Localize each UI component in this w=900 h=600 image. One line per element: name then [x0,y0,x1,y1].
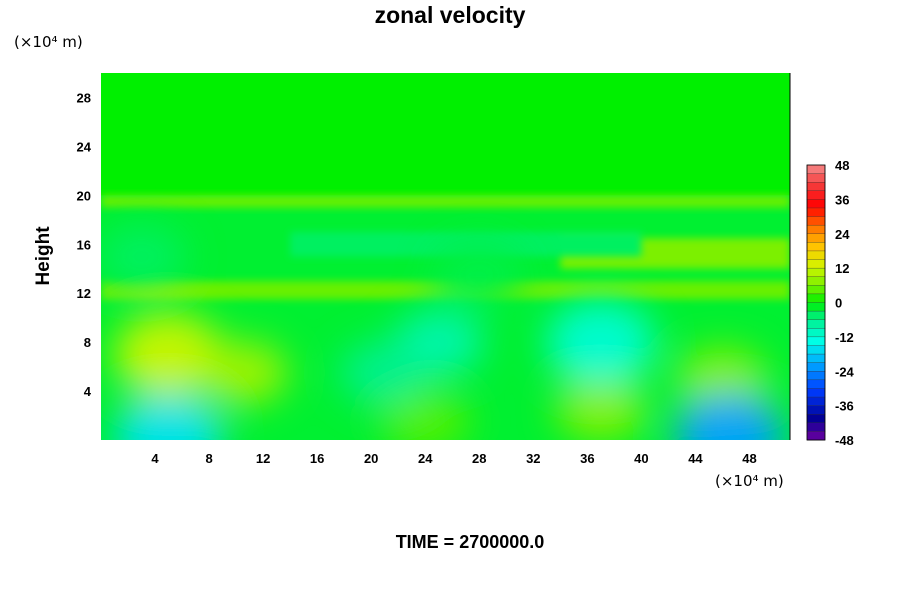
colorbar-segment [806,173,826,183]
heatmap-feature [674,394,785,440]
x-tick-label: 48 [742,451,756,466]
colorbar-segment [806,319,826,329]
colorbar-segment [806,396,826,407]
y-tick-label: 4 [84,384,92,399]
colorbar-segment [806,414,826,424]
colorbar-segment [806,182,826,192]
x-tick-label: 4 [151,451,159,466]
colorbar-segment [806,379,826,389]
colorbar-segment [806,259,826,269]
colorbar-tick-label: -24 [835,364,855,379]
colorbar-tick-label: -12 [835,330,854,345]
colorbar-segment [806,276,826,286]
x-tick-label: 8 [205,451,212,466]
x-tick-label: 16 [310,451,324,466]
heatmap-field [101,73,790,440]
colorbar-tick-label: -48 [835,433,854,448]
heatmap-feature [339,340,430,405]
heatmap-feature [545,300,656,385]
colorbar-segment [806,285,826,295]
colorbar-segment [806,405,826,415]
y-tick-label: 28 [77,90,91,105]
colorbar-frame [806,164,826,441]
colorbar-segment [806,431,826,441]
heatmap-band [101,195,790,208]
colorbar-segment [806,242,826,252]
x-tick-label: 40 [634,451,648,466]
heatmap-feature [113,394,224,440]
heatmap-feature [434,242,525,307]
chart-title: zonal velocity [374,2,526,28]
colorbar-segment [806,190,826,200]
x-tick-label: 44 [688,451,703,466]
heatmap-feature [113,312,224,397]
x-axis-unit-label: (×10⁴ m) [715,472,784,490]
heatmap-feature [380,389,471,440]
colorbar-segment [806,388,826,398]
colorbar-segment [806,353,826,364]
colorbar-segment [806,207,826,218]
colorbar-segment [806,345,826,355]
colorbar-segment [806,328,826,338]
colorbar-segment [806,336,826,346]
colorbar-segment [806,371,826,381]
heatmap-feature [197,340,288,405]
colorbar-tick-label: 48 [835,158,849,173]
colorbar-segment [806,267,826,278]
colorbar-segment [806,216,826,226]
colorbar-segment [806,164,826,175]
y-tick-label: 24 [77,139,92,154]
colorbar-tick-label: 0 [835,296,842,311]
x-tick-label: 12 [256,451,270,466]
x-tick-label: 32 [526,451,540,466]
colorbar-segment [806,422,826,432]
y-tick-label: 8 [84,335,91,350]
x-tick-label: 28 [472,451,486,466]
colorbar: 48 36 24 12 0 -12 -24 -36 -48 [806,158,855,448]
y-tick-label: 20 [77,188,91,203]
colorbar-segment [806,224,826,235]
colorbar-segment [806,310,826,321]
colorbar-segment [806,302,826,312]
colorbar-segment [806,293,826,303]
colorbar-tick-label: 24 [835,227,850,242]
heatmap-features [101,224,785,440]
colorbar-segment [806,199,826,209]
heatmap-band [101,73,790,196]
colorbar-tick-label: 36 [835,192,849,207]
heatmap-feature [101,224,187,289]
colorbar-tick-label: -36 [835,399,854,414]
colorbar-tick-label: 12 [835,261,849,276]
heatmap-feature [555,377,646,440]
y-axis-unit-label: (×10⁴ m) [14,33,83,51]
time-label: TIME = 2700000.0 [395,532,545,552]
y-tick-label: 16 [77,237,91,252]
y-tick-label: 12 [77,286,91,301]
x-tick-label: 36 [580,451,594,466]
colorbar-segment [806,362,826,372]
colorbar-segment [806,250,826,261]
colorbar-segment [806,233,826,243]
x-tick-label: 20 [364,451,378,466]
heatmap-feature [677,346,768,411]
x-tick-label: 24 [418,451,433,466]
